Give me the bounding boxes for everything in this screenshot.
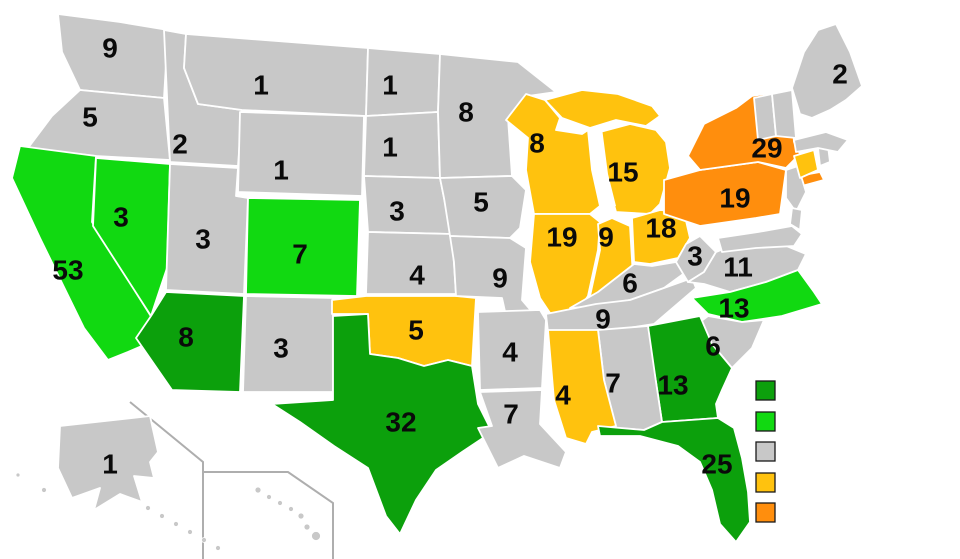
alaska-aleutian-islands: [15, 472, 221, 551]
state-label-mo: 9: [492, 263, 508, 294]
state-nevada: [92, 157, 171, 317]
state-connecticut: [793, 149, 819, 179]
inset-borders: [129, 401, 334, 559]
hawaii-island: [277, 500, 283, 506]
state-label-in: 9: [598, 222, 614, 253]
aleutian-island: [187, 529, 193, 535]
aleutian-island: [41, 487, 47, 493]
state-label-ms: 4: [555, 380, 571, 411]
state-label-nv: 3: [113, 202, 129, 233]
state-label-al: 7: [605, 368, 621, 399]
state-label-ak: 1: [102, 449, 118, 480]
legend-swatch-no-change: [755, 441, 776, 462]
state-arizona: [135, 291, 245, 393]
legend: [755, 380, 776, 523]
state-label-nd: 1: [382, 70, 398, 101]
state-label-la: 7: [503, 399, 519, 430]
state-label-ok: 5: [408, 315, 424, 346]
legend-swatch-lose-one: [755, 472, 776, 493]
state-label-ny: 29: [751, 133, 782, 164]
state-south-dakota: [363, 111, 441, 179]
state-label-tx: 32: [385, 407, 416, 438]
state-florida: [597, 417, 751, 543]
state-label-nc: 13: [718, 293, 749, 324]
state-label-fl: 25: [701, 449, 732, 480]
state-label-nm: 3: [273, 333, 289, 364]
state-maine: [791, 23, 863, 119]
state-label-tn: 9: [595, 304, 611, 335]
hawaii-inset-border: [203, 471, 334, 559]
state-label-mi: 15: [607, 157, 638, 188]
state-label-wa: 9: [102, 33, 118, 64]
state-label-pa: 19: [719, 183, 750, 214]
state-label-ks: 4: [409, 260, 425, 291]
state-label-wy: 1: [273, 155, 289, 186]
state-arkansas: [477, 309, 547, 391]
state-label-id: 2: [172, 129, 188, 160]
state-label-oh: 18: [645, 213, 676, 244]
state-delaware: [789, 207, 803, 231]
state-label-wv: 3: [687, 241, 703, 272]
state-alaska: [57, 415, 159, 511]
state-label-ky: 6: [622, 268, 638, 299]
state-label-or: 5: [82, 102, 98, 133]
state-maryland: [717, 225, 803, 253]
hawaii-island: [303, 523, 311, 531]
state-label-me: 2: [832, 59, 848, 90]
state-massachusetts: [793, 131, 849, 153]
state-wyoming: [237, 111, 365, 197]
aleutian-island: [201, 537, 207, 543]
state-label-wi: 8: [529, 128, 545, 159]
states-layer: [11, 13, 863, 551]
state-label-il: 19: [546, 222, 577, 253]
state-label-ga: 13: [657, 370, 688, 401]
state-label-ia: 5: [473, 187, 489, 218]
state-label-va: 11: [723, 252, 753, 283]
hawaii-island: [254, 486, 262, 494]
state-texas: [271, 313, 493, 535]
legend-swatch-lose-two: [755, 502, 776, 523]
legend-swatch-gain-one: [755, 411, 776, 432]
state-label-ut: 3: [195, 224, 211, 255]
aleutian-island: [173, 521, 179, 527]
state-montana: [183, 33, 369, 117]
hawaii-island: [297, 512, 305, 520]
hawaii-island: [288, 506, 294, 512]
state-label-ar: 4: [502, 337, 518, 368]
state-mississippi: [547, 329, 617, 445]
state-north-dakota: [365, 47, 441, 117]
state-nebraska: [363, 175, 453, 235]
aleutian-island: [145, 505, 151, 511]
state-label-az: 8: [178, 322, 194, 353]
state-new-hampshire: [771, 89, 797, 139]
state-colorado: [245, 197, 361, 297]
aleutian-island: [159, 513, 165, 519]
state-label-co: 7: [292, 239, 308, 270]
state-michigan-upper-peninsula: [544, 89, 661, 129]
state-louisiana: [477, 389, 567, 469]
state-iowa: [439, 175, 527, 239]
legend-swatch-gain-two-or-more: [755, 380, 776, 401]
aleutian-island: [215, 545, 221, 551]
alaska-inset-border: [129, 401, 204, 559]
state-label-ca: 53: [52, 255, 83, 286]
state-north-carolina: [691, 269, 823, 323]
hawaii-island: [311, 531, 321, 541]
state-label-ne: 3: [389, 196, 405, 227]
state-label-sd: 1: [382, 132, 398, 163]
state-label-sc: 6: [705, 331, 721, 362]
aleutian-island: [15, 472, 21, 478]
hawaii-island: [266, 494, 272, 500]
hawaii-islands: [254, 486, 321, 541]
state-label-mn: 8: [458, 97, 474, 128]
state-label-mt: 1: [253, 70, 269, 101]
lake-michigan: [588, 128, 616, 212]
